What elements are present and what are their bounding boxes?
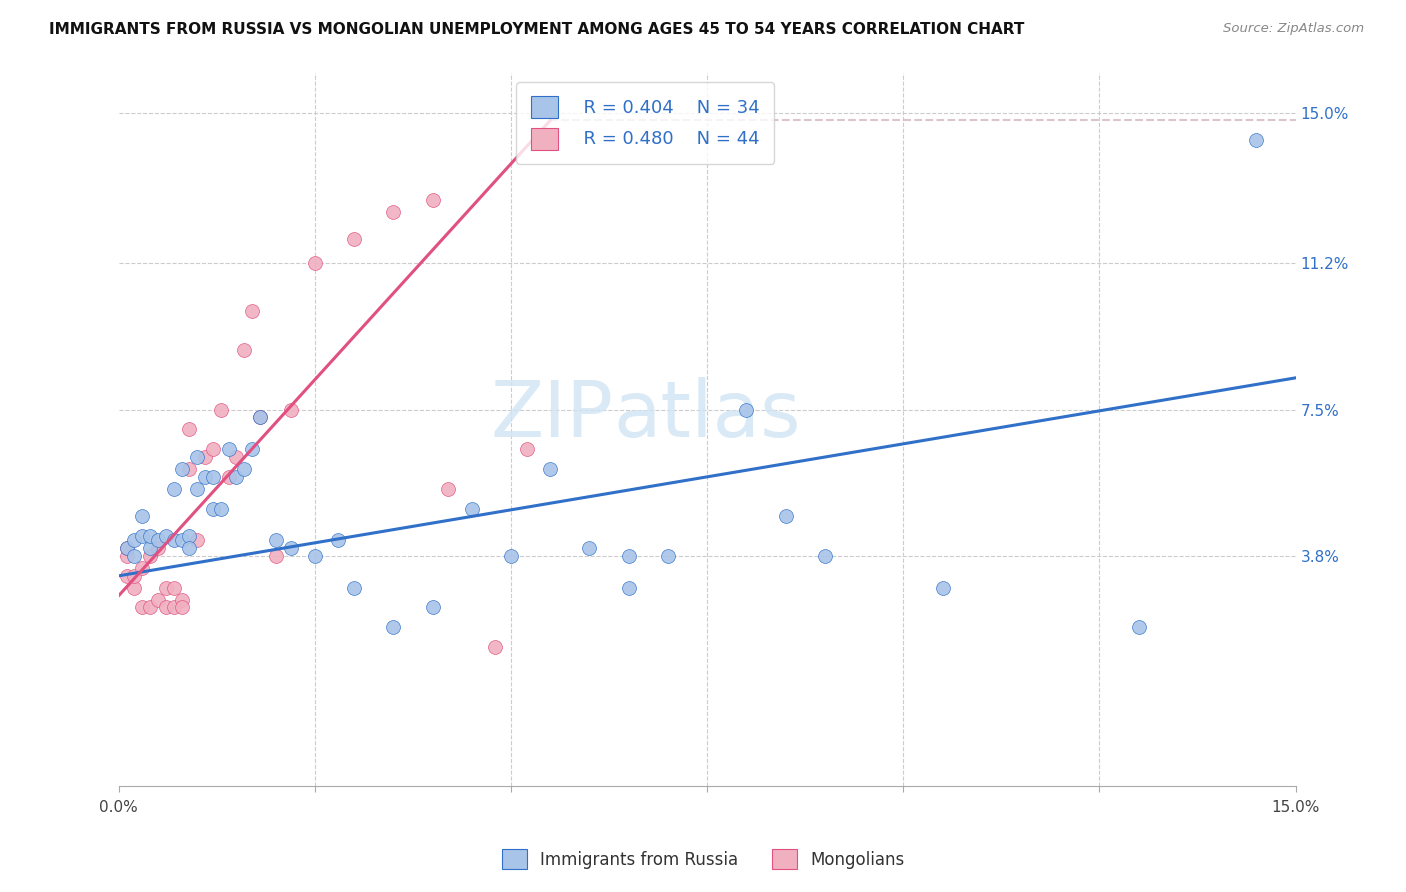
Point: [201, 442, 224, 457]
Point: [578, 541, 600, 555]
Point: [264, 549, 287, 563]
Text: ZIP: ZIP: [491, 377, 613, 453]
Point: [186, 533, 208, 548]
Point: [179, 462, 201, 476]
Point: [179, 422, 201, 436]
Point: [225, 470, 247, 484]
Point: [163, 581, 186, 595]
Point: [735, 402, 758, 417]
Point: [186, 450, 208, 464]
Point: [146, 541, 169, 555]
Point: [240, 442, 263, 457]
Point: [382, 204, 405, 219]
Text: Source: ZipAtlas.com: Source: ZipAtlas.com: [1223, 22, 1364, 36]
Point: [115, 541, 138, 555]
Point: [163, 533, 186, 548]
Point: [131, 561, 153, 575]
Text: atlas: atlas: [613, 377, 800, 453]
Point: [124, 533, 146, 548]
Point: [461, 501, 484, 516]
Legend: Immigrants from Russia, Mongolians: Immigrants from Russia, Mongolians: [492, 838, 914, 880]
Point: [170, 462, 193, 476]
Point: [499, 549, 522, 563]
Point: [1128, 620, 1150, 634]
Point: [146, 533, 169, 548]
Point: [170, 533, 193, 548]
Point: [657, 549, 679, 563]
Point: [233, 343, 256, 358]
Point: [218, 470, 240, 484]
Point: [186, 482, 208, 496]
Point: [155, 581, 177, 595]
Point: [328, 533, 350, 548]
Point: [131, 600, 153, 615]
Point: [209, 501, 232, 516]
Point: [538, 462, 561, 476]
Point: [775, 509, 797, 524]
Point: [343, 232, 366, 246]
Text: IMMIGRANTS FROM RUSSIA VS MONGOLIAN UNEMPLOYMENT AMONG AGES 45 TO 54 YEARS CORRE: IMMIGRANTS FROM RUSSIA VS MONGOLIAN UNEM…: [49, 22, 1025, 37]
Point: [617, 581, 640, 595]
Point: [382, 620, 405, 634]
Point: [139, 600, 162, 615]
Point: [437, 482, 460, 496]
Point: [163, 600, 186, 615]
Point: [304, 256, 326, 270]
Point: [124, 569, 146, 583]
Point: [218, 442, 240, 457]
Point: [280, 402, 302, 417]
Point: [194, 470, 217, 484]
Point: [139, 529, 162, 543]
Legend:   R = 0.404    N = 34,   R = 0.480    N = 44: R = 0.404 N = 34, R = 0.480 N = 44: [516, 82, 775, 164]
Point: [155, 529, 177, 543]
Point: [146, 592, 169, 607]
Point: [249, 410, 271, 425]
Point: [115, 569, 138, 583]
Point: [139, 541, 162, 555]
Point: [233, 462, 256, 476]
Point: [131, 529, 153, 543]
Point: [194, 450, 217, 464]
Point: [343, 581, 366, 595]
Point: [516, 442, 538, 457]
Point: [422, 193, 444, 207]
Point: [131, 509, 153, 524]
Point: [170, 592, 193, 607]
Point: [209, 402, 232, 417]
Point: [201, 470, 224, 484]
Point: [170, 600, 193, 615]
Point: [139, 549, 162, 563]
Point: [814, 549, 837, 563]
Point: [124, 549, 146, 563]
Point: [201, 501, 224, 516]
Point: [115, 549, 138, 563]
Point: [240, 303, 263, 318]
Point: [163, 482, 186, 496]
Point: [1246, 133, 1268, 147]
Point: [115, 541, 138, 555]
Point: [249, 410, 271, 425]
Point: [179, 529, 201, 543]
Point: [931, 581, 953, 595]
Point: [124, 581, 146, 595]
Point: [155, 600, 177, 615]
Point: [225, 450, 247, 464]
Point: [179, 541, 201, 555]
Point: [617, 549, 640, 563]
Point: [422, 600, 444, 615]
Point: [484, 640, 506, 654]
Point: [304, 549, 326, 563]
Point: [264, 533, 287, 548]
Point: [280, 541, 302, 555]
